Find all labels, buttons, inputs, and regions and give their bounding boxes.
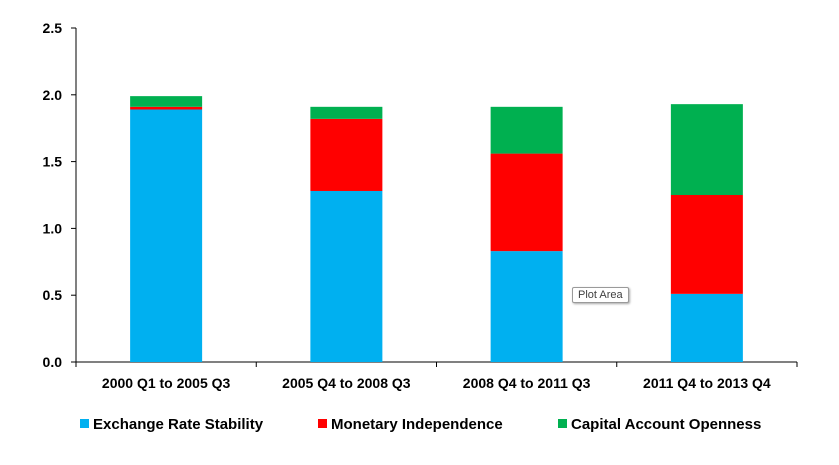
legend-label: Monetary Independence: [331, 416, 503, 433]
bar-segment-capital-account-openness[interactable]: [310, 106, 383, 119]
x-category-label: 2000 Q1 to 2005 Q3: [102, 375, 231, 391]
bar-segment-capital-account-openness[interactable]: [670, 104, 743, 195]
bar-segment-exchange-rate-stability[interactable]: [490, 251, 563, 362]
legend-label: Exchange Rate Stability: [93, 416, 264, 433]
x-category-label: 2008 Q4 to 2011 Q3: [463, 375, 591, 391]
y-tick-label: 0.0: [43, 354, 63, 370]
bars: [130, 96, 743, 362]
legend-swatch: [318, 419, 327, 428]
bar-segment-capital-account-openness[interactable]: [490, 106, 563, 154]
legend: Exchange Rate Stability Monetary Independ…: [80, 416, 761, 433]
bar-segment-monetary-independence[interactable]: [130, 106, 203, 110]
y-tick-label: 1.5: [43, 154, 63, 170]
x-category-label: 2005 Q4 to 2008 Q3: [282, 375, 411, 391]
legend-label: Capital Account Openness: [571, 416, 761, 433]
y-tick-label: 2.5: [43, 20, 63, 36]
legend-swatch: [80, 419, 89, 428]
x-axis: 2000 Q1 to 2005 Q3 2005 Q4 to 2008 Q3 2008…: [75, 361, 798, 391]
plot-area-tooltip: Plot Area: [572, 287, 629, 303]
bar-segment-exchange-rate-stability[interactable]: [670, 293, 743, 362]
y-axis: 0.0 0.5 1.0 1.5 2.0 2.5: [43, 20, 77, 370]
bar-segment-monetary-independence[interactable]: [670, 195, 743, 294]
x-category-label: 2011 Q4 to 2013 Q4: [643, 375, 771, 391]
bar-segment-exchange-rate-stability[interactable]: [310, 190, 383, 362]
bar-segment-monetary-independence[interactable]: [310, 118, 383, 191]
y-tick-label: 0.5: [43, 287, 63, 303]
y-tick-label: 2.0: [43, 87, 63, 103]
bar-segment-capital-account-openness[interactable]: [130, 96, 203, 107]
legend-swatch: [558, 419, 567, 428]
bar-segment-monetary-independence[interactable]: [490, 153, 563, 252]
bar-segment-exchange-rate-stability[interactable]: [130, 109, 203, 362]
y-tick-label: 1.0: [43, 220, 63, 236]
